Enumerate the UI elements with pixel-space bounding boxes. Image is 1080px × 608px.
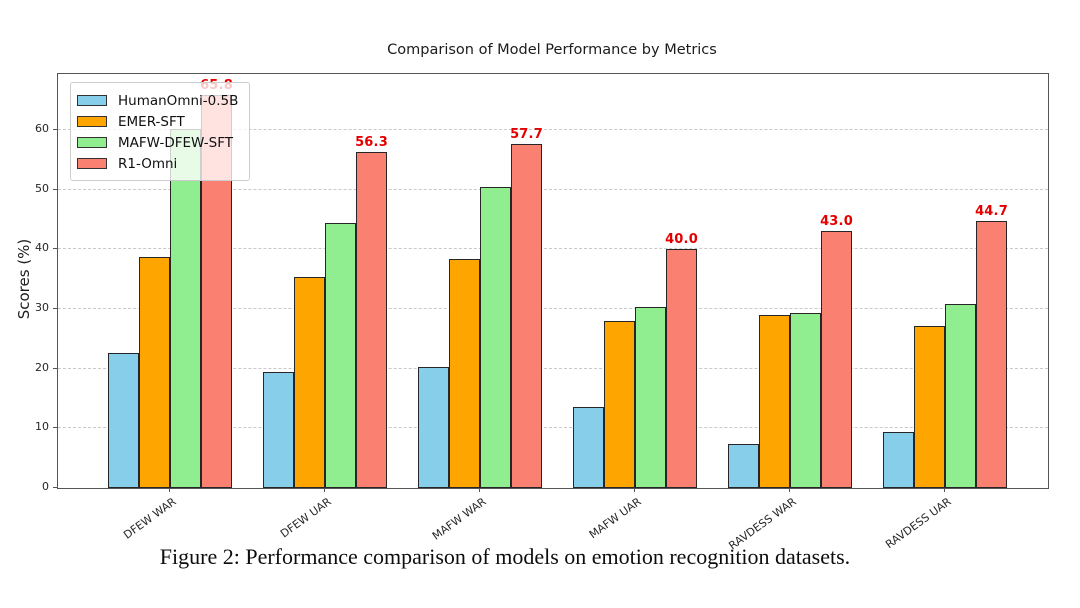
value-label: 43.0: [820, 214, 853, 229]
bar-MAFW-DFEW-SFT-MAFW UAR: [635, 307, 666, 488]
value-label: 44.7: [975, 204, 1008, 219]
legend-swatch-icon: [77, 158, 107, 169]
legend-item: HumanOmni-0.5B: [77, 90, 238, 111]
legend-swatch-icon: [77, 137, 107, 148]
bar-R1-Omni-MAFW WAR: [511, 144, 542, 488]
bar-HumanOmni-0.5B-MAFW UAR: [573, 407, 604, 488]
legend-label: R1-Omni: [118, 155, 178, 172]
y-tick-mark: [53, 308, 57, 310]
bar-HumanOmni-0.5B-DFEW UAR: [263, 372, 294, 488]
bar-EMER-SFT-DFEW UAR: [294, 277, 325, 488]
bar-EMER-SFT-RAVDESS UAR: [914, 326, 945, 488]
grid-line: [58, 188, 1048, 190]
bar-HumanOmni-0.5B-MAFW WAR: [418, 367, 449, 488]
grid-line: [58, 427, 1048, 429]
value-label: 56.3: [355, 135, 388, 150]
legend-swatch-icon: [77, 116, 107, 127]
bar-EMER-SFT-MAFW WAR: [449, 259, 480, 488]
grid-line: [58, 248, 1048, 250]
bar-EMER-SFT-DFEW WAR: [139, 257, 170, 488]
y-tick-label: 10: [35, 420, 49, 434]
bar-HumanOmni-0.5B-RAVDESS UAR: [883, 432, 914, 488]
legend-item: EMER-SFT: [77, 111, 238, 132]
legend-label: MAFW-DFEW-SFT: [118, 134, 234, 151]
y-tick-label: 30: [35, 301, 49, 315]
y-tick-label: 60: [35, 122, 49, 136]
legend-label: HumanOmni-0.5B: [118, 92, 239, 109]
value-label: 40.0: [665, 232, 698, 247]
value-label: 57.7: [510, 127, 543, 142]
bar-MAFW-DFEW-SFT-DFEW UAR: [325, 223, 356, 488]
x-tick-mark: [479, 488, 480, 492]
y-tick-mark: [53, 248, 57, 250]
bar-MAFW-DFEW-SFT-RAVDESS UAR: [945, 304, 976, 488]
y-tick-mark: [53, 129, 57, 131]
bar-EMER-SFT-RAVDESS WAR: [759, 315, 790, 488]
bar-R1-Omni-RAVDESS UAR: [976, 221, 1007, 488]
bar-MAFW-DFEW-SFT-DFEW WAR: [170, 129, 201, 488]
plot-area: HumanOmni-0.5B EMER-SFT MAFW-DFEW-SFT R1-Om…: [57, 73, 1049, 489]
bar-EMER-SFT-MAFW UAR: [604, 321, 635, 488]
y-tick-mark: [53, 367, 57, 369]
chart-title: Comparison of Model Performance by Metri…: [387, 42, 717, 58]
bar-HumanOmni-0.5B-DFEW WAR: [108, 353, 139, 488]
legend-swatch-icon: [77, 95, 107, 106]
legend-label: EMER-SFT: [118, 113, 185, 130]
x-tick-mark: [169, 488, 170, 492]
y-tick-label: 50: [35, 181, 49, 195]
legend: HumanOmni-0.5B EMER-SFT MAFW-DFEW-SFT R1-Om…: [70, 82, 251, 181]
grid-line: [58, 367, 1048, 369]
legend-item: MAFW-DFEW-SFT: [77, 132, 238, 153]
x-tick-mark: [634, 488, 635, 492]
bar-R1-Omni-DFEW UAR: [356, 152, 387, 488]
y-axis-label: Scores (%): [15, 238, 33, 320]
legend-item: R1-Omni: [77, 153, 238, 174]
bar-R1-Omni-MAFW UAR: [666, 249, 697, 488]
x-tick-mark: [324, 488, 325, 492]
bar-HumanOmni-0.5B-RAVDESS WAR: [728, 444, 759, 488]
grid-line: [58, 129, 1048, 131]
figure-caption: Figure 2: Performance comparison of mode…: [159, 544, 851, 569]
bar-R1-Omni-RAVDESS WAR: [821, 231, 852, 488]
bar-MAFW-DFEW-SFT-MAFW WAR: [480, 187, 511, 488]
x-tick-mark: [789, 488, 790, 492]
y-tick-label: 40: [35, 241, 49, 255]
y-tick-mark: [53, 188, 57, 190]
y-tick-mark: [53, 427, 57, 429]
y-tick-mark: [53, 487, 57, 488]
y-tick-label: 0: [42, 480, 49, 493]
grid-line: [58, 308, 1048, 310]
bar-MAFW-DFEW-SFT-RAVDESS WAR: [790, 313, 821, 488]
x-tick-mark: [944, 488, 945, 492]
y-tick-label: 20: [35, 360, 49, 374]
